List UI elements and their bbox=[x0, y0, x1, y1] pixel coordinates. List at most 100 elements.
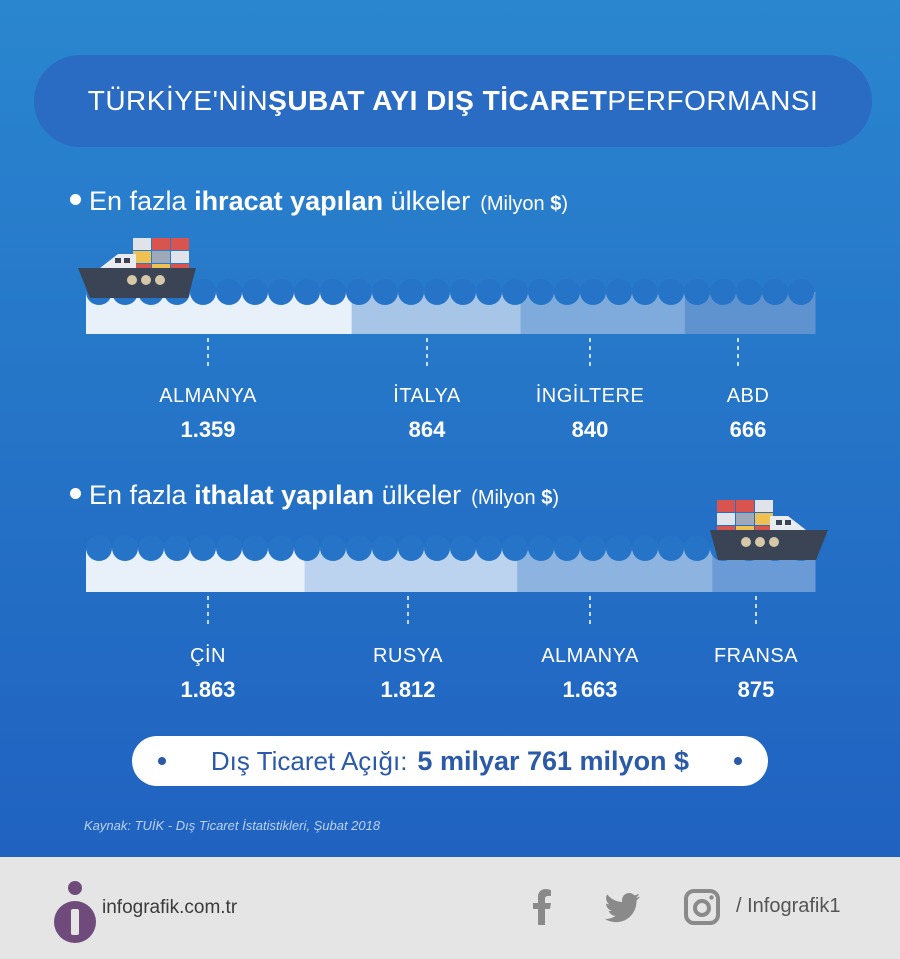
wave-scallop bbox=[528, 535, 554, 561]
imports-heading-prefix: En fazla bbox=[89, 480, 195, 510]
wave-scallop bbox=[216, 535, 242, 561]
wave-scallop bbox=[242, 279, 268, 305]
value-label: 1.359 bbox=[180, 417, 236, 442]
title-part-1: TÜRKİYE'NİN bbox=[87, 85, 269, 116]
cargo-ship-icon bbox=[710, 500, 828, 560]
wave-scallop bbox=[658, 535, 684, 561]
bullet-icon bbox=[158, 757, 166, 765]
wave-scallop bbox=[710, 279, 736, 305]
value-label: 1.863 bbox=[180, 677, 236, 702]
wave-scallop bbox=[320, 279, 346, 305]
wave-scallop bbox=[476, 535, 502, 561]
brand-name[interactable]: infografik.com.tr bbox=[102, 897, 238, 918]
imports-heading-bold: ithalat yapılan bbox=[194, 480, 375, 510]
wave-scallop bbox=[736, 279, 762, 305]
wave-scallop bbox=[268, 279, 294, 305]
imports-chart bbox=[86, 500, 828, 626]
title-part-bold: ŞUBAT AYI DIŞ TİCARET bbox=[268, 85, 608, 116]
wave-scallop bbox=[554, 279, 580, 305]
wave-scallop bbox=[684, 279, 710, 305]
wave-scallop bbox=[216, 279, 242, 305]
bullet-icon bbox=[70, 194, 81, 206]
bullet-icon bbox=[70, 488, 81, 500]
imports-label-3: ALMANYA 1.663 bbox=[510, 645, 670, 703]
wave-scallop bbox=[580, 279, 606, 305]
wave-scallop bbox=[190, 535, 216, 561]
wave-scallop bbox=[242, 535, 268, 561]
wave-scallop bbox=[762, 279, 788, 305]
title-part-3: PERFORMANSI bbox=[607, 85, 819, 116]
bullet-icon bbox=[734, 757, 742, 765]
wave-scallop bbox=[320, 535, 346, 561]
wave-scallop bbox=[294, 535, 320, 561]
wave-scallop bbox=[450, 535, 476, 561]
trade-deficit-pill: Dış Ticaret Açığı: 5 milyar 761 milyon $ bbox=[132, 736, 768, 786]
social-handle[interactable]: / Infografik1 bbox=[736, 895, 841, 917]
value-label: 1.812 bbox=[380, 677, 436, 702]
exports-label-4: ABD 666 bbox=[668, 385, 828, 443]
source-note: Kaynak: TUİK - Dış Ticaret İstatistikler… bbox=[84, 818, 381, 833]
country-label: FRANSA bbox=[713, 645, 799, 667]
wave-scallop bbox=[372, 279, 398, 305]
imports-label-2: RUSYA 1.812 bbox=[328, 645, 488, 703]
imports-label-4: FRANSA 875 bbox=[676, 645, 836, 703]
wave-scallop bbox=[190, 279, 216, 305]
instagram-icon[interactable] bbox=[684, 889, 720, 925]
wave-scallop bbox=[528, 279, 554, 305]
value-label: 840 bbox=[571, 417, 609, 442]
imports-heading: En fazla ithalat yapılan ülkeler (Milyon … bbox=[70, 480, 559, 511]
value-label: 666 bbox=[729, 417, 767, 442]
exports-label-3: İNGİLTERE 840 bbox=[510, 385, 670, 443]
wave-scallop bbox=[398, 535, 424, 561]
exports-heading-prefix: En fazla bbox=[89, 186, 195, 216]
wave-scallop bbox=[450, 279, 476, 305]
exports-chart bbox=[78, 238, 816, 368]
wave-scallop bbox=[138, 535, 164, 561]
wave-scallop bbox=[632, 535, 658, 561]
deficit-value: 5 milyar 761 milyon $ bbox=[417, 745, 690, 776]
facebook-icon[interactable] bbox=[531, 889, 553, 925]
wave-scallop bbox=[294, 279, 320, 305]
page-title: TÜRKİYE'NİN ŞUBAT AYI DIŞ TİCARET PERFOR… bbox=[34, 55, 872, 147]
exports-heading-suffix: ülkeler bbox=[383, 186, 471, 216]
wave-scallop bbox=[632, 279, 658, 305]
wave-scallop bbox=[372, 535, 398, 561]
exports-unit-suffix: ) bbox=[561, 193, 569, 215]
wave-scallop bbox=[424, 535, 450, 561]
wave-scallop bbox=[476, 279, 502, 305]
twitter-icon[interactable] bbox=[604, 893, 640, 923]
wave-scallop bbox=[502, 535, 528, 561]
exports-unit: (Milyon $) bbox=[480, 193, 568, 215]
country-label: RUSYA bbox=[373, 645, 443, 667]
wave-scallop bbox=[346, 279, 372, 305]
country-label: İNGİLTERE bbox=[535, 385, 645, 407]
wave-scallop bbox=[424, 279, 450, 305]
exports-heading: En fazla ihracat yapılan ülkeler (Milyon … bbox=[70, 186, 568, 217]
imports-label-1: ÇİN 1.863 bbox=[128, 645, 288, 703]
exports-heading-bold: ihracat yapılan bbox=[194, 186, 384, 216]
wave-scallop bbox=[112, 535, 138, 561]
value-label: 864 bbox=[408, 417, 446, 442]
wave-scallop bbox=[606, 279, 632, 305]
wave-scallop bbox=[398, 279, 424, 305]
country-label: ALMANYA bbox=[159, 385, 257, 407]
wave-scallop bbox=[346, 535, 372, 561]
wave-scallop bbox=[502, 279, 528, 305]
wave-scallop bbox=[580, 535, 606, 561]
imports-unit-prefix: (Milyon bbox=[471, 487, 542, 509]
country-label: İTALYA bbox=[393, 385, 461, 407]
wave-scallop bbox=[268, 535, 294, 561]
cargo-ship-icon bbox=[78, 238, 196, 298]
exports-unit-symbol: $ bbox=[550, 193, 562, 215]
wave-scallop bbox=[658, 279, 684, 305]
imports-heading-suffix: ülkeler bbox=[374, 480, 462, 510]
wave-scallop bbox=[554, 535, 580, 561]
imports-unit: (Milyon $) bbox=[471, 487, 559, 509]
country-label: ALMANYA bbox=[541, 645, 639, 667]
main-area: TÜRKİYE'NİN ŞUBAT AYI DIŞ TİCARET PERFOR… bbox=[0, 0, 900, 857]
exports-label-1: ALMANYA 1.359 bbox=[128, 385, 288, 443]
value-label: 1.663 bbox=[562, 677, 618, 702]
wave-scallop bbox=[164, 535, 190, 561]
imports-unit-suffix: ) bbox=[552, 487, 559, 509]
